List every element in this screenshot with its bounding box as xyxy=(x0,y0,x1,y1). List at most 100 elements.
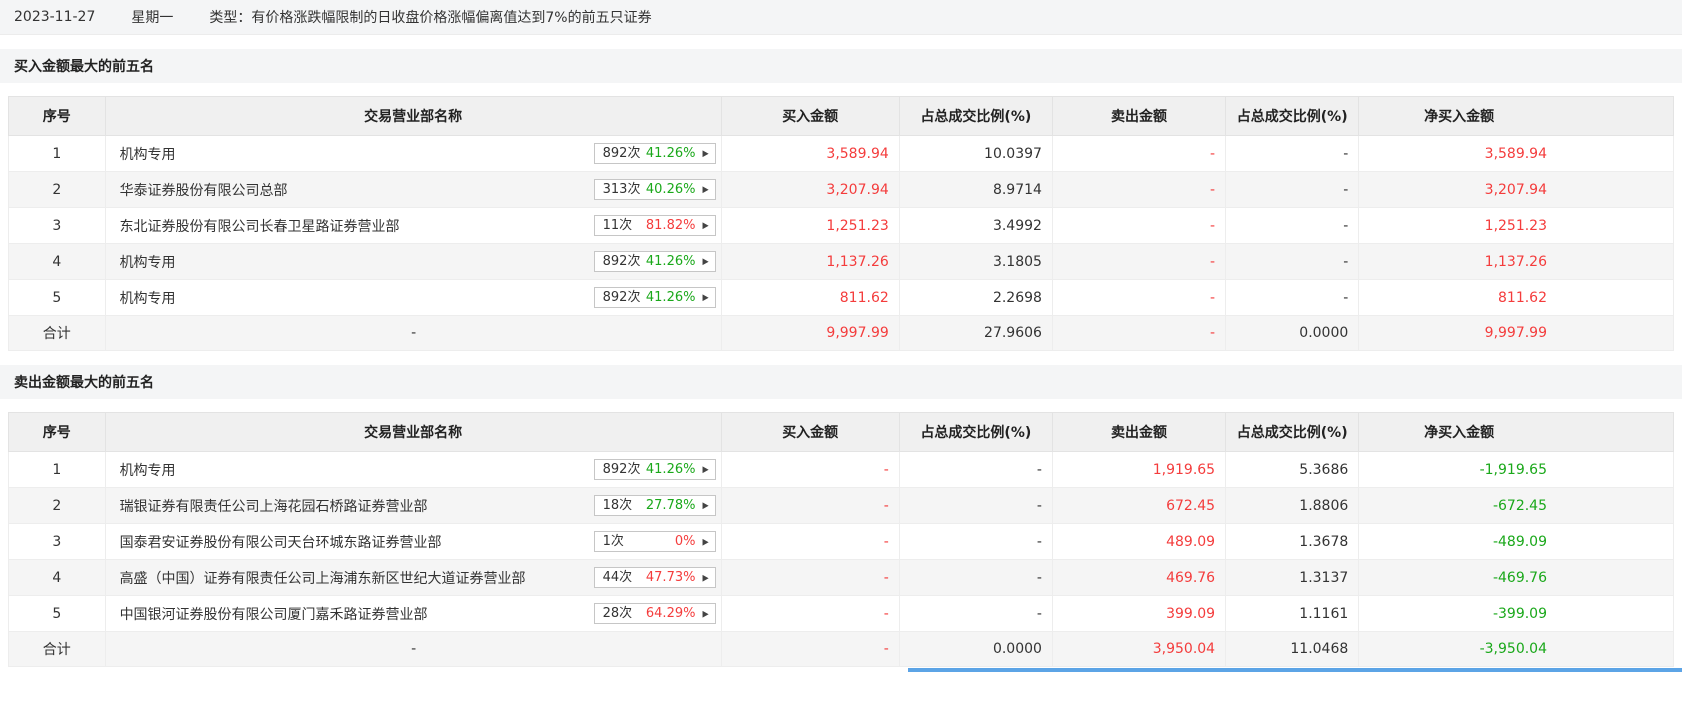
expand-arrow-icon: ▶ xyxy=(702,184,709,195)
trade-count: 28次 xyxy=(602,606,633,621)
value-cell: 8.9714 xyxy=(898,171,1053,208)
value-cell: - xyxy=(1051,243,1227,280)
value-cell: - xyxy=(1051,279,1227,316)
buy-section: 买入金额最大的前五名 序号 交易营业部名称 买入金额 占总成交比例(%) 卖出金额 占总成… xyxy=(0,49,1682,351)
value-cell: 0.0000 xyxy=(1225,315,1360,351)
seq-cell: 3 xyxy=(8,523,106,560)
table-row: 1 机构专用 892次 41.26% ▶ - -1,919.65 5.3686 -1,919.6… xyxy=(8,451,1674,488)
trade-count: 11次 xyxy=(602,218,633,233)
branch-name-cell: 华泰证券股份有限公司总部 313次 40.26% ▶ xyxy=(104,171,722,208)
trade-count: 44次 xyxy=(602,570,633,585)
column-header: 序号 xyxy=(8,412,106,452)
win-rate-percent: 47.73% xyxy=(645,570,696,585)
column-header: 序号 xyxy=(8,96,106,136)
win-rate-percent: 81.82% xyxy=(645,218,696,233)
branch-name[interactable]: 瑞银证券有限责任公司上海花园石桥路证券营业部 xyxy=(119,498,428,515)
seq-cell: 4 xyxy=(8,559,106,596)
win-rate-percent: 64.29% xyxy=(645,606,696,621)
trade-count-badge[interactable]: 892次 41.26% ▶ xyxy=(593,287,716,308)
seq-cell: 合计 xyxy=(8,315,106,351)
value-cell: - xyxy=(720,487,900,524)
table-row: 4 机构专用 892次 41.26% ▶ 1,137.26 3.1805- -1,137.26 xyxy=(8,243,1674,280)
trade-count-badge[interactable]: 892次 41.26% ▶ xyxy=(593,459,716,480)
list-type-description: 类型：有价格涨跌幅限制的日收盘价格涨幅偏离值达到7%的前五只证券 xyxy=(209,10,652,26)
trade-count-badge[interactable]: 892次 41.26% ▶ xyxy=(593,251,716,272)
table-row: 4 高盛（中国）证券有限责任公司上海浦东新区世纪大道证券营业部 44次 47.73% ▶… xyxy=(8,559,1674,596)
trade-count-badge[interactable]: 1次 0% ▶ xyxy=(593,531,716,552)
bottom-whitespace xyxy=(0,672,1682,712)
value-cell: 3,207.94 xyxy=(1358,171,1674,208)
value-cell: 399.09 xyxy=(1051,595,1227,632)
branch-name-cell: 国泰君安证券股份有限公司天台环城东路证券营业部 1次 0% ▶ xyxy=(104,523,722,560)
sell-section: 卖出金额最大的前五名 序号 交易营业部名称 买入金额 占总成交比例(%) 卖出金额 占总成… xyxy=(0,365,1682,672)
value-cell: -1,919.65 xyxy=(1358,451,1674,488)
column-header: 卖出金额 xyxy=(1051,96,1227,136)
branch-name-cell: 高盛（中国）证券有限责任公司上海浦东新区世纪大道证券营业部 44次 47.73% ▶ xyxy=(104,559,722,596)
table-row: 合计 - -0.0000 3,950.04 11.0468 -3,950.04 xyxy=(8,631,1674,667)
trade-count-badge[interactable]: 18次 27.78% ▶ xyxy=(593,495,716,516)
branch-name[interactable]: 中国银河证券股份有限公司厦门嘉禾路证券营业部 xyxy=(119,606,428,623)
branch-name-cell: 机构专用 892次 41.26% ▶ xyxy=(104,451,722,488)
value-cell: - xyxy=(898,487,1053,524)
trade-count-badge[interactable]: 11次 81.82% ▶ xyxy=(593,215,716,236)
value-cell: - xyxy=(898,595,1053,632)
branch-name[interactable]: 机构专用 xyxy=(119,290,176,307)
table-row: 3 国泰君安证券股份有限公司天台环城东路证券营业部 1次 0% ▶ - -489.09 1.3… xyxy=(8,523,1674,560)
value-cell: 811.62 xyxy=(720,279,900,316)
value-cell: 1,919.65 xyxy=(1051,451,1227,488)
expand-arrow-icon: ▶ xyxy=(702,148,709,159)
branch-name[interactable]: 华泰证券股份有限公司总部 xyxy=(119,182,288,199)
value-cell: 3,950.04 xyxy=(1051,631,1227,667)
trade-count-badge[interactable]: 892次 41.26% ▶ xyxy=(593,143,716,164)
weekday: 星期一 xyxy=(131,10,174,26)
value-cell: 27.9606 xyxy=(898,315,1053,351)
value-cell: -469.76 xyxy=(1358,559,1674,596)
branch-name[interactable]: 东北证券股份有限公司长春卫星路证券营业部 xyxy=(119,218,400,235)
column-header: 卖出金额 xyxy=(1051,412,1227,452)
expand-arrow-icon: ▶ xyxy=(702,536,709,547)
value-cell: -489.09 xyxy=(1358,523,1674,560)
value-cell: - xyxy=(1225,279,1360,316)
table-row: 1 机构专用 892次 41.26% ▶ 3,589.94 10.0397- -3,589.9… xyxy=(8,135,1674,172)
value-cell: 3.1805 xyxy=(898,243,1053,280)
trade-count-badge[interactable]: 28次 64.29% ▶ xyxy=(593,603,716,624)
value-cell: 489.09 xyxy=(1051,523,1227,560)
branch-name-cell: - xyxy=(104,631,722,667)
sell-section-title: 卖出金额最大的前五名 xyxy=(0,365,1682,399)
win-rate-percent: 41.26% xyxy=(645,290,696,305)
branch-name-cell: 东北证券股份有限公司长春卫星路证券营业部 11次 81.82% ▶ xyxy=(104,207,722,244)
value-cell: - xyxy=(1225,135,1360,172)
value-cell: 3,589.94 xyxy=(1358,135,1674,172)
expand-arrow-icon: ▶ xyxy=(702,500,709,511)
value-cell: - xyxy=(1051,171,1227,208)
trade-count-badge[interactable]: 313次 40.26% ▶ xyxy=(593,179,716,200)
column-header: 净买入金额 xyxy=(1358,412,1674,452)
branch-name[interactable]: 机构专用 xyxy=(119,462,176,479)
win-rate-percent: 40.26% xyxy=(645,182,696,197)
trade-date: 2023-11-27 xyxy=(14,9,96,25)
value-cell: -672.45 xyxy=(1358,487,1674,524)
value-cell: - xyxy=(1225,171,1360,208)
value-cell: - xyxy=(720,559,900,596)
expand-arrow-icon: ▶ xyxy=(702,464,709,475)
branch-name[interactable]: 高盛（中国）证券有限责任公司上海浦东新区世纪大道证券营业部 xyxy=(119,570,526,587)
trade-count: 892次 xyxy=(602,146,641,161)
column-header: 净买入金额 xyxy=(1358,96,1674,136)
table-row: 2 瑞银证券有限责任公司上海花园石桥路证券营业部 18次 27.78% ▶ - -672.4… xyxy=(8,487,1674,524)
trade-count-badge[interactable]: 44次 47.73% ▶ xyxy=(593,567,716,588)
seq-cell: 5 xyxy=(8,595,106,632)
branch-name[interactable]: 机构专用 xyxy=(119,146,176,163)
value-cell: 9,997.99 xyxy=(720,315,900,351)
column-header: 买入金额 xyxy=(720,96,900,136)
value-cell: -3,950.04 xyxy=(1358,631,1674,667)
value-cell: 1.1161 xyxy=(1225,595,1360,632)
table-row: 5 中国银河证券股份有限公司厦门嘉禾路证券营业部 28次 64.29% ▶ - -399.0… xyxy=(8,595,1674,632)
branch-name-cell: 机构专用 892次 41.26% ▶ xyxy=(104,243,722,280)
value-cell: 11.0468 xyxy=(1225,631,1360,667)
column-header: 交易营业部名称 xyxy=(104,96,722,136)
value-cell: - xyxy=(1225,207,1360,244)
table-row: 5 机构专用 892次 41.26% ▶ 811.62 2.2698- -811.62 xyxy=(8,279,1674,316)
branch-name[interactable]: 国泰君安证券股份有限公司天台环城东路证券营业部 xyxy=(119,534,442,551)
branch-name[interactable]: 机构专用 xyxy=(119,254,176,271)
branch-name-cell: 机构专用 892次 41.26% ▶ xyxy=(104,135,722,172)
